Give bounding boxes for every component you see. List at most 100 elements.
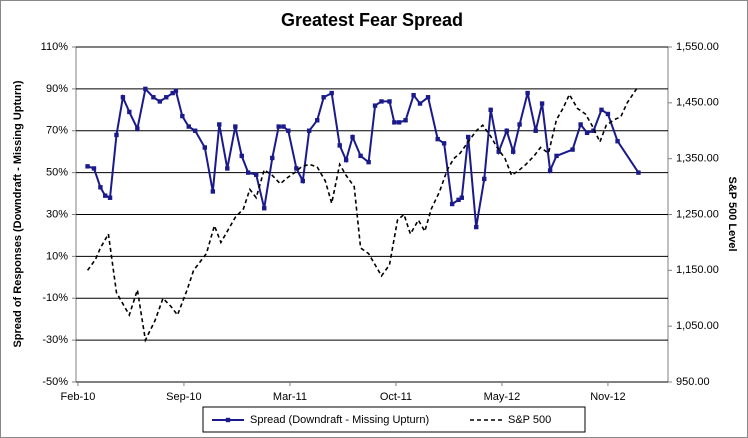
- y-tick-label: 30%: [46, 208, 68, 220]
- series-marker: [599, 107, 604, 113]
- series-marker: [286, 128, 291, 133]
- series-marker: [321, 95, 326, 100]
- y-tick-label: 10%: [46, 250, 68, 262]
- series-marker: [202, 145, 208, 150]
- series-marker: [449, 201, 455, 207]
- series-marker: [396, 120, 402, 125]
- series-marker: [103, 193, 108, 198]
- y-tick-label: 50%: [46, 167, 68, 179]
- series-marker: [570, 147, 575, 152]
- series-marker: [615, 139, 620, 144]
- series-marker: [91, 166, 97, 171]
- series-marker: [358, 153, 363, 159]
- series-marker: [225, 166, 230, 171]
- series-marker: [554, 153, 559, 159]
- series-marker: [192, 128, 198, 133]
- legend-label: Spread (Downdraft - Missing Upturn): [250, 414, 429, 426]
- series-marker: [300, 178, 305, 184]
- series-marker: [157, 99, 163, 104]
- series-marker: [276, 124, 281, 129]
- series-marker: [329, 90, 334, 96]
- series-marker: [151, 95, 156, 100]
- chart-title: Greatest Fear Spread: [281, 10, 463, 30]
- series-marker: [98, 185, 103, 190]
- x-tick-label: May-12: [484, 391, 521, 403]
- series-marker: [392, 120, 397, 125]
- series-marker: [307, 128, 312, 133]
- series-marker: [441, 141, 447, 146]
- x-tick-label: Mar-11: [273, 391, 307, 403]
- series-marker: [107, 195, 113, 200]
- series-marker: [379, 99, 384, 104]
- series-marker: [605, 111, 611, 117]
- series-marker: [270, 155, 275, 161]
- y-tick-label: -10%: [42, 292, 68, 304]
- series-marker: [435, 136, 440, 142]
- series-marker: [120, 95, 126, 100]
- y-tick-label: 90%: [46, 83, 68, 95]
- y-tick-label: -30%: [42, 334, 68, 346]
- series-line: [86, 85, 640, 343]
- series-marker: [343, 157, 349, 163]
- series-marker: [85, 164, 90, 169]
- y2-tick-label: 1,350.00: [676, 153, 719, 165]
- series-marker: [488, 107, 493, 113]
- series-marker: [366, 159, 371, 165]
- series-marker: [217, 122, 222, 127]
- series-marker: [239, 153, 244, 159]
- series-marker: [114, 132, 119, 138]
- series-marker: [173, 88, 179, 94]
- series-marker: [578, 122, 583, 127]
- x-tick-label: Oct-11: [380, 391, 412, 403]
- series-marker: [496, 149, 501, 154]
- series-marker: [459, 195, 464, 200]
- series-marker: [466, 134, 471, 140]
- y2-tick-label: 1,250.00: [676, 208, 719, 220]
- series-marker: [254, 172, 259, 177]
- series-marker: [170, 90, 175, 96]
- series-marker: [372, 103, 378, 108]
- series-marker: [533, 128, 538, 133]
- series-marker: [387, 99, 392, 104]
- series-marker: [315, 118, 320, 123]
- x-tick-label: Nov-12: [590, 391, 625, 403]
- y-tick-label: 110%: [41, 41, 69, 53]
- y2-tick-label: 1,550.00: [676, 41, 719, 53]
- legend-box: [202, 406, 586, 433]
- series-marker: [262, 206, 267, 211]
- series-marker: [350, 134, 355, 140]
- y-tick-label: -50%: [42, 376, 68, 388]
- series-marker: [504, 128, 509, 133]
- series-marker: [525, 90, 530, 96]
- legend-label: S&P 500: [508, 414, 551, 426]
- x-tick-label: Sep-10: [166, 391, 201, 403]
- series-marker: [474, 224, 479, 230]
- series-marker: [403, 118, 408, 123]
- series-marker: [417, 101, 423, 106]
- series-marker: [547, 168, 553, 173]
- x-tick-label: Feb-10: [60, 391, 95, 403]
- series-marker: [425, 95, 431, 100]
- series-marker: [539, 101, 545, 106]
- series-marker: [210, 189, 216, 194]
- series-marker: [456, 197, 461, 203]
- series-marker: [186, 124, 191, 129]
- series-marker: [517, 122, 522, 127]
- series-marker: [510, 149, 516, 154]
- series-marker: [127, 109, 132, 115]
- y-axis-title: Spread of Responses (Downdraft - Missing…: [12, 80, 24, 347]
- series-marker: [180, 113, 185, 119]
- series-marker: [143, 86, 148, 92]
- y2-axis-title: S&P 500 Level: [726, 176, 738, 251]
- series-marker: [233, 124, 238, 129]
- y-tick-label: 70%: [46, 125, 68, 137]
- y2-tick-label: 1,450.00: [676, 97, 719, 109]
- series-marker: [636, 170, 641, 175]
- series-marker: [281, 124, 286, 129]
- y2-tick-label: 950.00: [676, 376, 710, 388]
- legend-marker: [225, 417, 231, 423]
- series-marker: [411, 92, 416, 98]
- y2-tick-label: 1,150.00: [676, 264, 719, 276]
- series-marker: [482, 176, 487, 182]
